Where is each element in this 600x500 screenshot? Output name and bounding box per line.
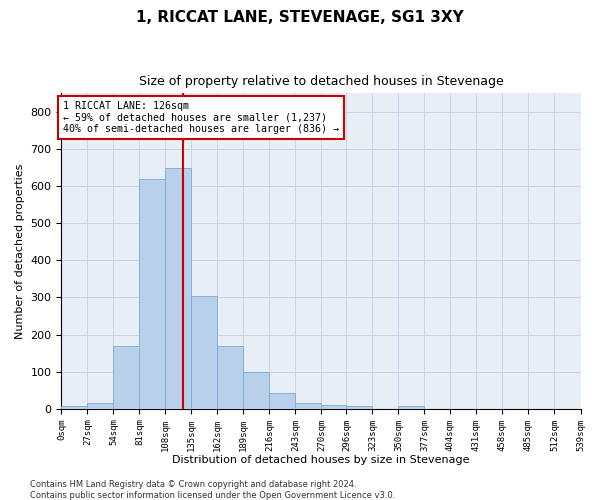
Text: 1, RICCAT LANE, STEVENAGE, SG1 3XY: 1, RICCAT LANE, STEVENAGE, SG1 3XY [136,10,464,25]
Bar [166,168,191,409]
Bar [191,296,217,409]
Bar [61,406,88,409]
Bar [295,404,322,409]
Bar [88,404,113,409]
Text: 1 RICCAT LANE: 126sqm
← 59% of detached houses are smaller (1,237)
40% of semi-d: 1 RICCAT LANE: 126sqm ← 59% of detached … [64,101,340,134]
Bar [398,406,424,409]
Bar [244,372,269,409]
Bar [217,346,244,409]
Bar [269,394,295,409]
Bar [113,346,139,409]
Title: Size of property relative to detached houses in Stevenage: Size of property relative to detached ho… [139,75,503,88]
Bar [139,178,166,409]
X-axis label: Distribution of detached houses by size in Stevenage: Distribution of detached houses by size … [172,455,470,465]
Bar [322,405,346,409]
Y-axis label: Number of detached properties: Number of detached properties [15,164,25,339]
Bar [346,406,373,409]
Text: Contains HM Land Registry data © Crown copyright and database right 2024.
Contai: Contains HM Land Registry data © Crown c… [30,480,395,500]
